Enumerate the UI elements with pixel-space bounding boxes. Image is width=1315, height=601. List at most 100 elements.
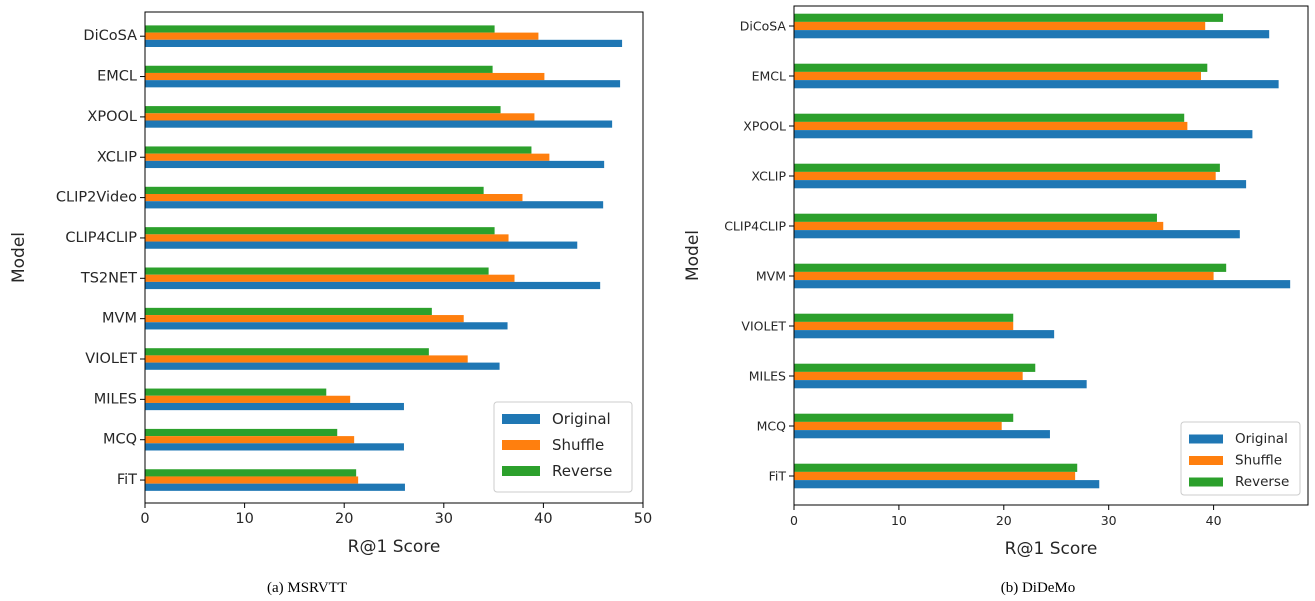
bar-original-dicosa <box>145 39 623 47</box>
x-tick-label-30: 30 <box>435 511 453 527</box>
y-axis-label: Model <box>9 232 29 283</box>
bar-reverse-clip4clip <box>145 227 495 235</box>
bar-original-fit <box>145 483 405 491</box>
bar-reverse-miles <box>794 363 1036 372</box>
x-axis-label: R@1 Score <box>1005 539 1098 559</box>
y-tick-label-emcl: EMCL <box>752 69 786 84</box>
bar-reverse-dicosa <box>145 25 495 33</box>
bar-original-emcl <box>794 80 1279 89</box>
bar-reverse-clip4clip <box>794 213 1157 222</box>
legend-swatch-shuffle <box>502 440 540 450</box>
bar-shuffle-clip2video <box>145 194 523 202</box>
bar-original-violet <box>794 330 1055 339</box>
bar-shuffle-emcl <box>794 71 1202 81</box>
bar-original-dicosa <box>794 30 1270 39</box>
x-tick-label-50: 50 <box>634 511 652 527</box>
bar-shuffle-violet <box>145 355 468 363</box>
y-tick-label-xpool: XPOOL <box>87 109 137 125</box>
x-tick-label-0: 0 <box>140 511 149 527</box>
bar-shuffle-clip4clip <box>145 234 509 242</box>
bar-shuffle-ts2net <box>145 274 515 282</box>
bar-shuffle-mcq <box>145 436 355 444</box>
y-tick-label-dicosa: DiCoSA <box>740 19 787 34</box>
y-tick-label-xpool: XPOOL <box>743 119 786 134</box>
legend-swatch-reverse <box>502 466 540 476</box>
bar-original-violet <box>145 362 500 370</box>
bar-shuffle-xclip <box>794 171 1216 181</box>
x-tick-label-20: 20 <box>335 511 353 527</box>
y-tick-label-mcq: MCQ <box>757 419 787 434</box>
bar-shuffle-miles <box>145 395 351 403</box>
bar-original-clip4clip <box>145 241 578 249</box>
legend: Original Shuffle Reverse <box>1180 421 1301 496</box>
y-tick-label-clip4clip: CLIP4CLIP <box>724 219 786 234</box>
legend-label-original: Original <box>1235 431 1288 447</box>
legend-label-shuffle: Shuffle <box>552 436 604 454</box>
bar-reverse-mcq <box>794 413 1014 422</box>
bar-shuffle-dicosa <box>145 32 539 40</box>
x-tick-label-30: 30 <box>1101 513 1117 528</box>
chart-panel-msrvtt: DiCoSA EMCL XPOOL XCLIP CLIP2Video CLIP4CLIP T… <box>9 11 652 596</box>
bar-original-xpool <box>145 120 613 128</box>
bar-reverse-mvm <box>794 263 1227 272</box>
legend-label-original: Original <box>552 410 611 428</box>
bar-reverse-xpool <box>145 106 501 114</box>
bar-reverse-emcl <box>145 65 493 73</box>
y-tick-label-xclip: XCLIP <box>97 149 137 165</box>
bar-reverse-violet <box>145 348 429 356</box>
y-tick-label-emcl: EMCL <box>97 69 137 85</box>
bar-original-mcq <box>145 443 404 451</box>
bar-original-miles <box>794 380 1087 389</box>
bar-reverse-fit <box>145 469 357 477</box>
bar-original-xclip <box>145 160 605 169</box>
y-tick-label-mvm: MVM <box>102 311 137 327</box>
bar-shuffle-fit <box>145 476 359 484</box>
y-tick-label-fit: FiT <box>117 472 137 488</box>
legend-swatch-reverse <box>1189 477 1223 487</box>
bar-original-mcq <box>794 430 1050 439</box>
bar-original-clip2video <box>145 201 604 209</box>
bar-shuffle-mcq <box>794 421 1002 431</box>
y-tick-label-miles: MILES <box>749 369 786 384</box>
x-tick-label-0: 0 <box>790 513 798 528</box>
bar-reverse-violet <box>794 313 1014 322</box>
y-tick-label-mcq: MCQ <box>103 432 137 448</box>
bar-reverse-xclip <box>794 163 1220 172</box>
bar-original-clip4clip <box>794 230 1240 239</box>
bar-shuffle-dicosa <box>794 21 1206 31</box>
bar-shuffle-clip4clip <box>794 221 1164 231</box>
legend-label-reverse: Reverse <box>1235 474 1289 490</box>
plot-frame <box>144 11 644 504</box>
y-tick-label-violet: VIOLET <box>85 351 137 367</box>
y-tick-label-clip4clip: CLIP4CLIP <box>65 230 137 246</box>
bar-reverse-emcl <box>794 63 1208 72</box>
bar-reverse-ts2net <box>145 267 489 275</box>
x-tick-label-40: 40 <box>534 511 552 527</box>
bar-reverse-fit <box>794 463 1078 472</box>
bar-original-mvm <box>145 322 508 330</box>
bar-original-ts2net <box>145 281 601 290</box>
y-tick-label-mvm: MVM <box>756 269 786 284</box>
bar-original-fit <box>794 480 1100 489</box>
y-tick-label-fit: FiT <box>769 469 787 484</box>
legend: Original Shuffle Reverse <box>493 401 633 493</box>
x-tick-label-20: 20 <box>996 513 1012 528</box>
x-tick-label-10: 10 <box>235 511 253 527</box>
bar-shuffle-xclip <box>145 153 550 161</box>
bar-shuffle-mvm <box>145 315 464 323</box>
bar-shuffle-violet <box>794 321 1014 331</box>
legend-swatch-original <box>502 414 540 424</box>
legend-swatch-shuffle <box>1189 456 1223 465</box>
bar-reverse-xpool <box>794 113 1185 122</box>
bar-original-mvm <box>794 280 1291 289</box>
legend-label-reverse: Reverse <box>552 462 612 480</box>
bar-reverse-clip2video <box>145 186 484 194</box>
x-axis-label: R@1 Score <box>348 537 441 557</box>
bar-reverse-mvm <box>145 307 432 316</box>
bar-shuffle-xpool <box>145 113 535 121</box>
figure-caption: (a) MSRVTT <box>267 580 347 596</box>
bar-original-miles <box>145 402 404 411</box>
bar-shuffle-xpool <box>794 121 1188 131</box>
legend-label-shuffle: Shuffle <box>1235 453 1282 469</box>
